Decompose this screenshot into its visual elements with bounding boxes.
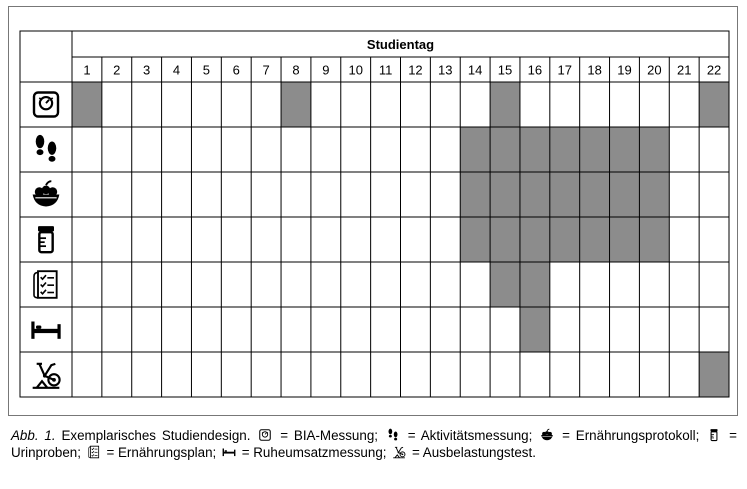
row-exercise-bike-icon xyxy=(31,362,61,389)
marked-cell xyxy=(519,262,550,307)
day-label: 11 xyxy=(379,63,393,78)
day-label: 19 xyxy=(617,63,631,78)
day-label: 7 xyxy=(262,63,269,78)
marked-cell xyxy=(549,172,580,217)
row-bed-icon xyxy=(31,321,61,339)
figure-frame: Studientag 1 2 3 4 5 6 7 8 9 10 11 12 13 14 15 16 17 18 19 2… xyxy=(8,6,738,416)
legend-urine-sample-icon xyxy=(705,428,723,442)
row-scale-icon xyxy=(32,91,60,118)
marked-cell xyxy=(639,172,670,217)
legend-bed-icon xyxy=(220,445,238,459)
day-label: 16 xyxy=(528,63,542,78)
marked-cell xyxy=(519,217,550,262)
marked-cell xyxy=(490,127,520,172)
legend-fruit-bowl-icon xyxy=(538,428,556,442)
legend-scale-icon xyxy=(256,428,274,442)
day-label: 12 xyxy=(408,63,422,78)
day-label: 15 xyxy=(498,63,512,78)
marked-cell xyxy=(549,127,580,172)
marked-cell xyxy=(639,127,670,172)
day-label: 17 xyxy=(558,63,572,78)
legend-nutrition-log-text: = Ernährungsprotokoll; xyxy=(562,428,700,443)
marked-cell xyxy=(460,217,491,262)
day-label: 5 xyxy=(203,63,210,78)
day-label: 6 xyxy=(233,63,240,78)
day-label: 21 xyxy=(677,63,691,78)
day-label: 22 xyxy=(707,63,721,78)
day-label: 2 xyxy=(113,63,120,78)
day-label: 9 xyxy=(322,63,329,78)
row-checklist-icon xyxy=(33,270,58,299)
marked-cell xyxy=(609,172,640,217)
day-label: 4 xyxy=(173,63,180,78)
legend-bia-text: = BIA-Messung; xyxy=(280,428,378,443)
day-label: 3 xyxy=(143,63,150,78)
row-fruit-bowl-icon xyxy=(31,180,61,208)
marked-cell xyxy=(519,307,550,352)
caption-prefix: Abb. 1. xyxy=(11,428,56,443)
legend-nutrition-plan-text: = Ernährungsplan; xyxy=(106,445,217,460)
day-label: 14 xyxy=(468,63,482,78)
legend-activity-text: = Aktivitätsmessung; xyxy=(407,428,533,443)
marked-cell xyxy=(460,172,491,217)
legend-resting-rate-text: = Ruheumsatzmessung; xyxy=(241,445,387,460)
day-label: 8 xyxy=(292,63,299,78)
day-label: 10 xyxy=(348,63,362,78)
marked-cell xyxy=(490,262,520,307)
table-border xyxy=(19,30,730,398)
caption-title: Exemplarisches Studiendesign. xyxy=(61,428,251,443)
marked-cell xyxy=(460,127,491,172)
marked-cell xyxy=(579,127,610,172)
row-urine-sample-icon xyxy=(36,224,56,254)
marked-cell xyxy=(609,127,640,172)
marked-cell xyxy=(519,172,550,217)
row-footprints-icon xyxy=(35,134,57,162)
day-label: 18 xyxy=(587,63,601,78)
legend-footprints-icon xyxy=(384,428,402,442)
legend-stress-test-text: = Ausbelastungstest. xyxy=(411,445,536,460)
marked-cell xyxy=(699,82,729,127)
marked-cell xyxy=(579,217,610,262)
marked-cell xyxy=(72,82,102,127)
legend-checklist-icon xyxy=(85,445,103,459)
header-studientag: Studientag xyxy=(367,37,434,52)
day-label: 13 xyxy=(438,63,452,78)
marked-cell xyxy=(490,82,520,127)
marked-cell xyxy=(579,172,610,217)
marked-cell xyxy=(519,127,550,172)
day-label: 20 xyxy=(647,63,661,78)
figure-caption: Abb. 1. Exemplarisches Studiendesign. = … xyxy=(11,427,737,461)
day-label: 1 xyxy=(83,63,90,78)
legend-exercise-bike-icon xyxy=(390,445,408,459)
marked-cell xyxy=(609,217,640,262)
marked-cell xyxy=(549,217,580,262)
marked-cell xyxy=(490,172,520,217)
marked-cell xyxy=(490,217,520,262)
marked-cell xyxy=(639,217,670,262)
marked-cell xyxy=(699,352,729,397)
marked-cell xyxy=(281,82,311,127)
legend-urine-text: = Urinproben; xyxy=(11,428,737,460)
